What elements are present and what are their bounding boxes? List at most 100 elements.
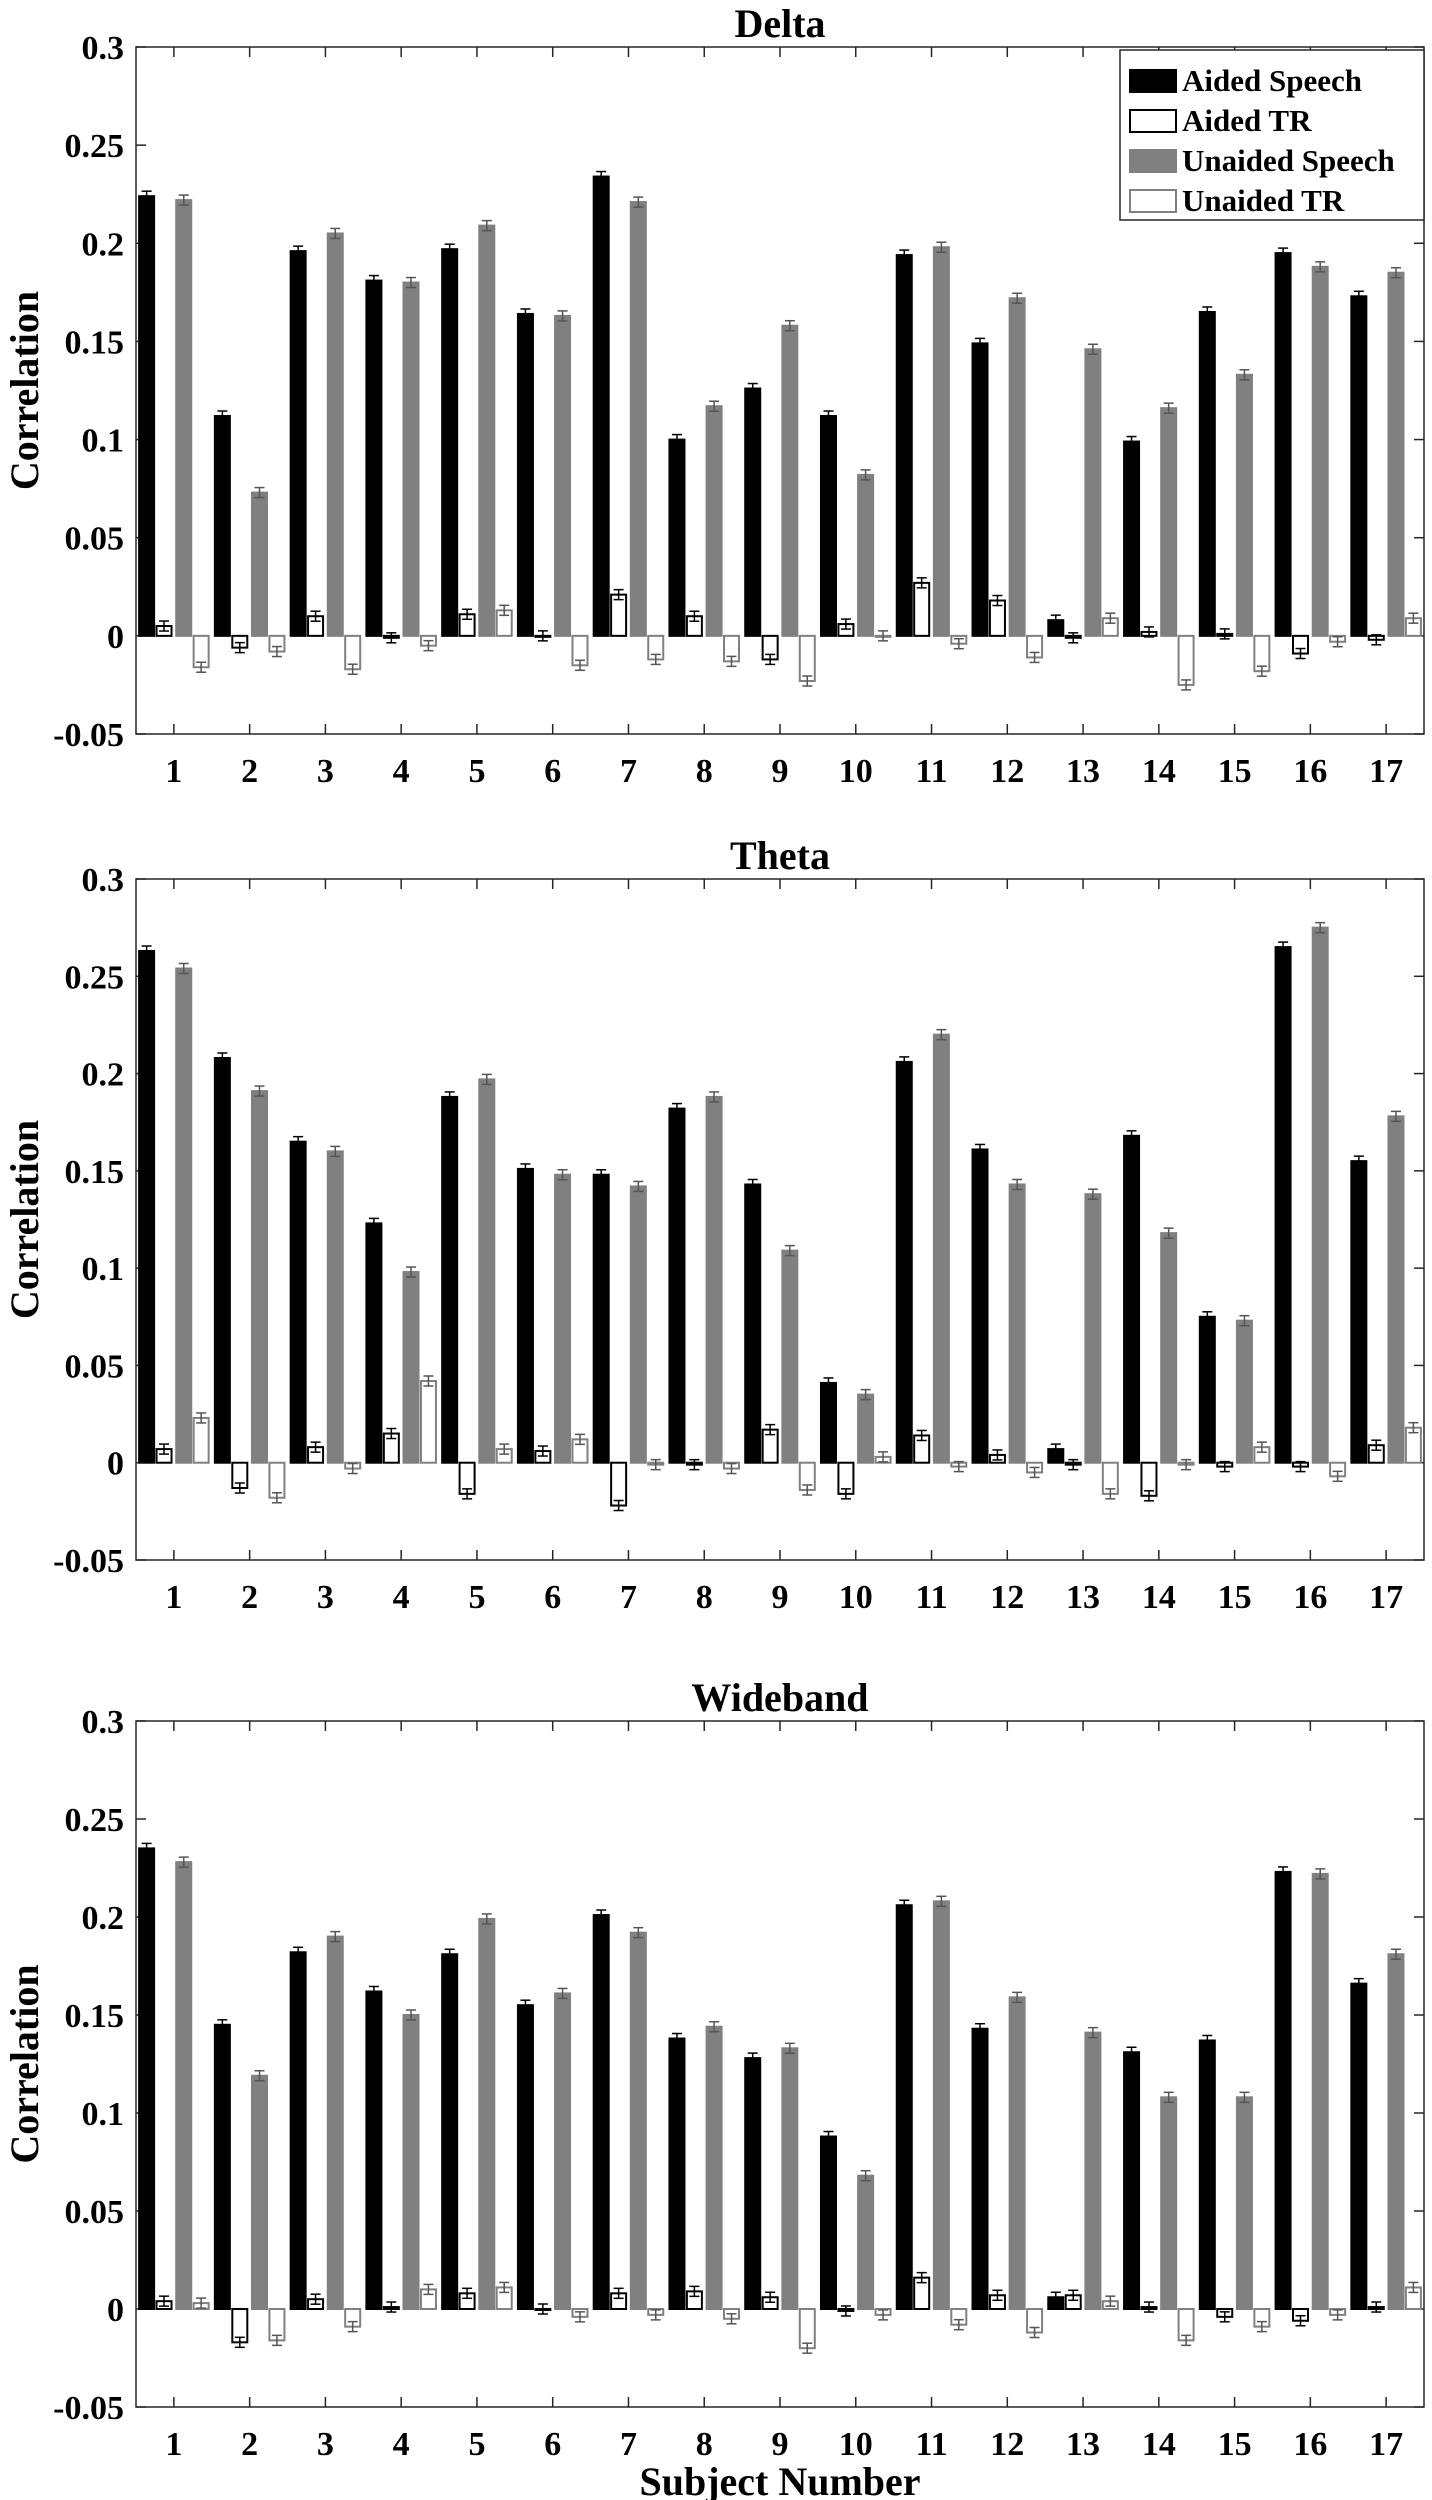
bar	[668, 2037, 686, 2311]
y-tick-label: 0.1	[82, 1251, 125, 1288]
y-tick-label: 0.1	[82, 423, 125, 460]
legend-swatch	[1129, 149, 1177, 173]
x-tick-label: 5	[468, 753, 485, 790]
x-tick-label: 13	[1066, 2426, 1100, 2463]
bar	[781, 2047, 799, 2311]
legend-label: Unaided Speech	[1182, 143, 1395, 178]
y-tick-label: -0.05	[53, 717, 124, 754]
x-tick-label: 8	[696, 1579, 713, 1616]
bar	[610, 593, 628, 637]
y-tick-label: 0.05	[65, 521, 125, 558]
bar	[1387, 271, 1405, 637]
bar	[895, 254, 913, 637]
y-tick-label: 0.25	[65, 1802, 125, 1839]
bar	[1123, 1134, 1141, 1464]
x-tick-label: 9	[772, 1579, 789, 1616]
y-tick-label: -0.05	[53, 1543, 124, 1580]
x-tick-label: 8	[696, 2426, 713, 2463]
bar	[1350, 295, 1368, 637]
x-tick-label: 10	[839, 2426, 873, 2463]
x-tick-label: 4	[393, 753, 410, 790]
bar	[138, 1847, 156, 2311]
bar	[1311, 926, 1329, 1464]
bar	[971, 2027, 989, 2310]
bar	[744, 387, 762, 637]
x-tick-label: 12	[990, 753, 1024, 790]
y-tick-label: 0.1	[82, 2096, 125, 2133]
legend-label: Aided TR	[1182, 103, 1312, 138]
legend-label: Aided Speech	[1182, 63, 1362, 98]
bar	[402, 2014, 420, 2310]
bar	[250, 1090, 268, 1464]
y-tick-label: 0.25	[65, 959, 125, 996]
bar	[592, 1914, 610, 2311]
bar	[744, 2057, 762, 2311]
x-tick-label: 3	[317, 2426, 334, 2463]
bar	[798, 634, 816, 683]
x-tick-label: 5	[468, 2426, 485, 2463]
bar	[629, 1185, 647, 1464]
x-tick-label: 10	[839, 1579, 873, 1616]
bar	[932, 1900, 950, 2310]
x-tick-label: 16	[1293, 1579, 1327, 1616]
bar	[478, 1078, 496, 1464]
bar	[932, 1033, 950, 1464]
bar	[1311, 1872, 1329, 2310]
x-axis-label: Subject Number	[639, 2459, 920, 2500]
y-tick-label: 0	[107, 619, 124, 656]
x-tick-label: 13	[1066, 1579, 1100, 1616]
x-tick-label: 11	[915, 2426, 947, 2463]
x-tick-label: 15	[1218, 1579, 1252, 1616]
bar	[175, 199, 193, 637]
chart-title: Delta	[734, 1, 825, 46]
bar	[516, 1167, 534, 1464]
bar	[895, 1904, 913, 2310]
bar	[857, 2174, 875, 2310]
y-tick-label: 0.2	[82, 1057, 125, 1094]
bar	[1160, 2096, 1178, 2311]
y-tick-label: 0.3	[82, 862, 125, 899]
bar	[592, 175, 610, 637]
legend-swatch	[1129, 109, 1177, 133]
bar	[1235, 2096, 1253, 2311]
x-tick-label: 17	[1369, 2426, 1403, 2463]
bar	[1008, 1996, 1026, 2310]
bar	[138, 195, 156, 637]
x-tick-label: 16	[1293, 2426, 1327, 2463]
bar	[610, 1461, 628, 1507]
bar	[1311, 265, 1329, 637]
x-tick-label: 12	[990, 1579, 1024, 1616]
bar	[1177, 634, 1195, 686]
bar	[516, 312, 534, 637]
y-axis-label: Correlation	[2, 291, 47, 490]
bar	[629, 1931, 647, 2311]
bar	[857, 473, 875, 637]
x-tick-label: 9	[772, 753, 789, 790]
x-tick-label: 11	[915, 753, 947, 790]
legend-swatch	[1129, 69, 1177, 93]
x-tick-label: 6	[544, 1579, 561, 1616]
bar	[213, 415, 231, 637]
bar	[1350, 1160, 1368, 1464]
bar	[478, 1917, 496, 2310]
bar	[1274, 252, 1292, 637]
bar	[744, 1183, 762, 1464]
x-tick-label: 17	[1369, 753, 1403, 790]
x-tick-label: 2	[241, 753, 258, 790]
x-tick-label: 2	[241, 1579, 258, 1616]
y-tick-label: 0.2	[82, 226, 125, 263]
bar	[250, 2074, 268, 2311]
x-tick-label: 6	[544, 753, 561, 790]
x-tick-label: 4	[393, 1579, 410, 1616]
bar	[1387, 1115, 1405, 1464]
x-tick-label: 3	[317, 753, 334, 790]
bar	[402, 1271, 420, 1464]
bar	[1123, 2051, 1141, 2310]
bar	[1198, 310, 1216, 637]
bar	[781, 324, 799, 637]
x-tick-label: 10	[839, 753, 873, 790]
bar	[289, 1140, 307, 1464]
x-tick-label: 14	[1142, 753, 1176, 790]
bar	[668, 438, 686, 637]
